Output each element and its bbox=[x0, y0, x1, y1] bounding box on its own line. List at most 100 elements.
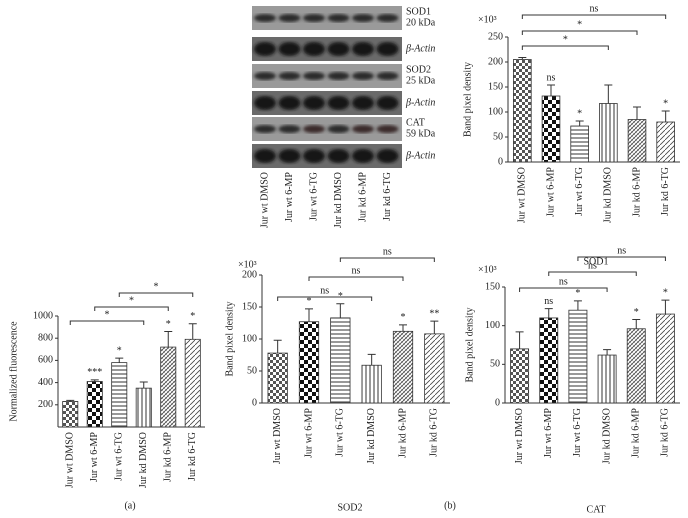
x-tick-label: Jur wt 6-MP bbox=[89, 432, 100, 482]
x-tick-label: Jur kd DMSO bbox=[603, 167, 614, 223]
bracket bbox=[118, 292, 194, 297]
lane-label: Jur wt 6-MP bbox=[284, 172, 295, 222]
bar bbox=[392, 330, 414, 404]
bar bbox=[568, 309, 588, 404]
blot-label: β-Actin bbox=[405, 43, 435, 54]
error-bar bbox=[603, 349, 612, 356]
significance: * bbox=[166, 319, 171, 330]
bar bbox=[267, 352, 288, 404]
bar bbox=[627, 119, 647, 163]
lane-label: Jur wt DMSO bbox=[259, 172, 270, 228]
blot-band bbox=[352, 14, 374, 22]
bracket-label: * bbox=[563, 34, 568, 45]
blot-size: 25 kDa bbox=[406, 75, 436, 86]
error-bar bbox=[188, 323, 197, 340]
x-tick-label: Jur kd 6-MP bbox=[397, 408, 408, 458]
x-tick-label: Jur kd 6-MP bbox=[631, 408, 642, 458]
significance: *** bbox=[87, 367, 102, 378]
blot-band bbox=[327, 42, 350, 56]
bracket-label: * bbox=[105, 309, 110, 320]
blot-label: SOD2 bbox=[406, 64, 431, 75]
bar bbox=[510, 348, 530, 404]
bracket bbox=[94, 306, 169, 311]
error-bar bbox=[399, 324, 407, 332]
y-tick-label: 800 bbox=[38, 332, 53, 343]
blot-band bbox=[303, 125, 325, 133]
bar bbox=[86, 381, 103, 428]
bracket bbox=[521, 30, 638, 35]
x-tick-label: Jur wt 6-TG bbox=[572, 408, 583, 457]
error-bar bbox=[661, 299, 670, 315]
blot-band bbox=[376, 72, 399, 80]
significance: * bbox=[663, 98, 668, 109]
error-bar bbox=[632, 318, 641, 329]
y-tick-label: 200 bbox=[38, 399, 53, 410]
error-bar bbox=[305, 308, 313, 322]
error-bar bbox=[604, 84, 613, 104]
blot-band bbox=[376, 149, 399, 163]
blot-size: 20 kDa bbox=[406, 17, 436, 28]
y-tick-label: 0 bbox=[252, 397, 257, 408]
error-bar bbox=[115, 357, 124, 363]
error-bar bbox=[139, 381, 148, 389]
error-bar bbox=[164, 331, 173, 348]
bracket bbox=[308, 276, 404, 281]
bar bbox=[626, 328, 646, 404]
blot-size: 59 kDa bbox=[406, 128, 436, 139]
error-bar bbox=[518, 57, 527, 60]
lane-label: Jur wt 6-TG bbox=[308, 172, 319, 221]
x-axis-label: SOD2 bbox=[337, 502, 362, 513]
error-bar bbox=[515, 331, 524, 349]
blot-band bbox=[352, 96, 374, 110]
bar bbox=[656, 121, 675, 163]
y-axis-label: Band pixel density bbox=[224, 302, 235, 377]
significance: ns bbox=[547, 72, 556, 83]
blot-label: β-Actin bbox=[405, 150, 435, 161]
blot-band bbox=[327, 72, 350, 80]
x-tick-label: Jur wt DMSO bbox=[65, 432, 76, 488]
bracket bbox=[519, 287, 608, 292]
bar bbox=[62, 401, 79, 428]
y-tick-label: 600 bbox=[38, 355, 53, 366]
blot-band bbox=[278, 96, 301, 110]
bracket-label: ns bbox=[383, 246, 392, 257]
blot-label: CAT bbox=[406, 117, 425, 128]
bar bbox=[111, 362, 128, 428]
x-tick-label: Jur kd 6-TG bbox=[187, 432, 198, 481]
x-tick-label: Jur wt DMSO bbox=[272, 408, 283, 464]
blot-band bbox=[376, 125, 399, 133]
bar bbox=[599, 103, 618, 163]
y-tick-label: 1000 bbox=[33, 310, 53, 321]
bracket-label: ns bbox=[352, 265, 361, 276]
x-tick-label: Jur wt DMSO bbox=[517, 167, 528, 223]
error-bar bbox=[66, 399, 75, 402]
error-bar bbox=[547, 84, 555, 96]
bar bbox=[330, 317, 351, 404]
axis-multiplier: ×10³ bbox=[478, 264, 497, 275]
blot-band bbox=[352, 125, 374, 133]
x-tick-label: Jur wt 6-TG bbox=[574, 167, 585, 216]
significance: ns bbox=[544, 296, 553, 307]
error-bar bbox=[336, 303, 345, 318]
bar bbox=[570, 125, 589, 163]
y-tick-label: 150 bbox=[488, 81, 503, 92]
bar bbox=[597, 354, 617, 404]
bracket-label: * bbox=[154, 281, 159, 292]
blot-band bbox=[352, 42, 374, 56]
blot-band bbox=[303, 149, 325, 163]
error-bar bbox=[90, 379, 99, 382]
bracket bbox=[277, 296, 373, 301]
blot-band bbox=[352, 149, 374, 163]
lane-label: Jur kd 6-TG bbox=[382, 172, 393, 221]
x-tick-label: Jur wt 6-MP bbox=[545, 167, 556, 217]
bar bbox=[160, 346, 177, 428]
blot-band bbox=[254, 96, 276, 110]
x-tick-label: Jur kd 6-TG bbox=[660, 408, 671, 457]
blot-band bbox=[303, 14, 325, 22]
x-tick-label: Jur wt 6-MP bbox=[543, 408, 554, 458]
bar bbox=[361, 364, 382, 404]
blot-band bbox=[303, 72, 325, 80]
y-tick-label: 200 bbox=[242, 269, 257, 280]
blot-band bbox=[278, 42, 301, 56]
blot-band bbox=[327, 96, 350, 110]
